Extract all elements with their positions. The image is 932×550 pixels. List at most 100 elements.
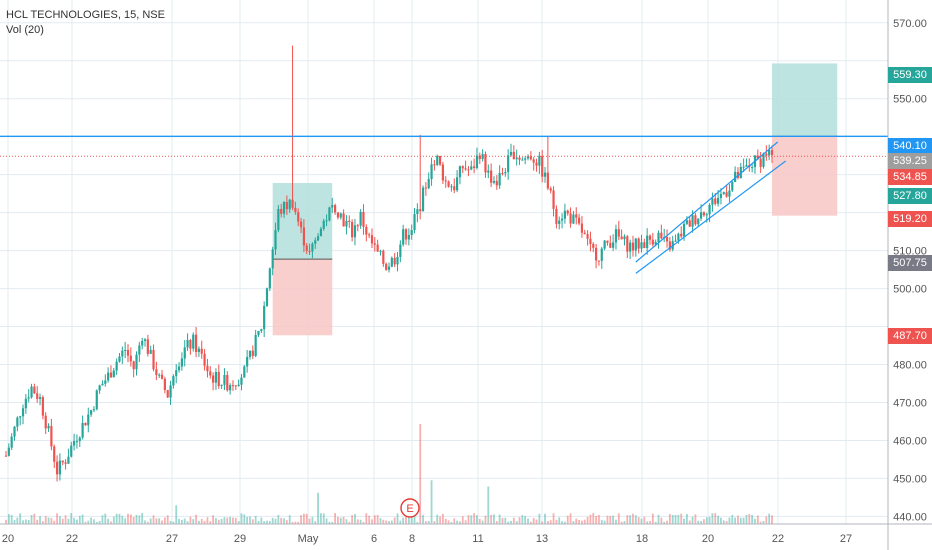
candle-body[interactable] [529, 156, 532, 160]
price-tag[interactable]: 519.20 [888, 211, 932, 227]
candle-body[interactable] [132, 361, 135, 370]
candle-body[interactable] [217, 371, 220, 386]
candle-body[interactable] [200, 348, 203, 354]
candle-body[interactable] [674, 240, 677, 242]
candle-body[interactable] [577, 217, 581, 224]
candle-body[interactable] [617, 229, 620, 237]
candle-body[interactable] [141, 340, 144, 346]
candle-body[interactable] [507, 155, 510, 173]
price-tag[interactable]: 534.85 [888, 169, 932, 185]
candle-body[interactable] [101, 383, 104, 386]
candle-body[interactable] [325, 220, 328, 222]
price-tag[interactable]: 540.10 [888, 138, 932, 154]
candle-body[interactable] [166, 390, 169, 398]
price-tag[interactable]: 539.25 [888, 153, 932, 169]
candle-body[interactable] [359, 211, 362, 226]
candle-body[interactable] [78, 437, 81, 442]
candle-body[interactable] [413, 214, 416, 231]
candle-body[interactable] [305, 245, 308, 251]
candle-body[interactable] [416, 209, 419, 215]
candle-body[interactable] [521, 159, 524, 161]
volume-indicator-label[interactable]: Vol (20) [6, 24, 44, 36]
candle-body[interactable] [64, 462, 67, 464]
symbol-title[interactable]: HCL TECHNOLOGIES, 15, NSE [6, 9, 165, 21]
candle-body[interactable] [316, 236, 320, 241]
candle-body[interactable] [631, 242, 635, 251]
candle-body[interactable] [322, 220, 325, 229]
candle-body[interactable] [438, 155, 442, 165]
candle-body[interactable] [640, 242, 643, 249]
candle-body[interactable] [75, 441, 79, 443]
candle-body[interactable] [240, 377, 243, 385]
candle-body[interactable] [643, 242, 646, 249]
candle-body[interactable] [524, 158, 527, 160]
candle-body[interactable] [194, 334, 198, 352]
candle-body[interactable] [399, 244, 402, 258]
candle-body[interactable] [595, 247, 598, 261]
candle-body[interactable] [280, 208, 283, 214]
candle-body[interactable] [19, 416, 22, 418]
candle-body[interactable] [665, 237, 669, 242]
candle-body[interactable] [302, 227, 305, 246]
candle-body[interactable] [229, 385, 232, 391]
candle-body[interactable] [600, 248, 603, 261]
long-position-1-target-zone[interactable] [272, 183, 333, 260]
candle-body[interactable] [21, 408, 25, 417]
earnings-event-circle[interactable] [400, 498, 420, 518]
candle-body[interactable] [331, 205, 334, 208]
candle-body[interactable] [299, 221, 303, 228]
candle-body[interactable] [467, 169, 470, 171]
candle-body[interactable] [265, 288, 269, 306]
earnings-event-marker[interactable]: E [400, 498, 420, 518]
candle-body[interactable] [84, 422, 87, 426]
candle-body[interactable] [711, 198, 714, 205]
candle-body[interactable] [248, 350, 252, 358]
candle-body[interactable] [135, 354, 138, 370]
candle-body[interactable] [223, 374, 226, 385]
candle-body[interactable] [699, 212, 703, 219]
candle-body[interactable] [274, 230, 277, 250]
candle-body[interactable] [342, 213, 345, 227]
candle-body[interactable] [180, 358, 183, 367]
candle-body[interactable] [580, 223, 584, 233]
candle-body[interactable] [421, 187, 425, 212]
candle-body[interactable] [728, 190, 731, 197]
long-position-2-target-zone[interactable] [772, 63, 838, 137]
candle-body[interactable] [24, 398, 27, 409]
candle-body[interactable] [549, 188, 552, 191]
candle-body[interactable] [129, 355, 132, 362]
candle-body[interactable] [526, 156, 530, 159]
candle-body[interactable] [294, 207, 297, 213]
candle-body[interactable] [716, 197, 720, 204]
candle-body[interactable] [458, 166, 462, 178]
candle-body[interactable] [126, 349, 130, 356]
candle-body[interactable] [351, 222, 354, 238]
candle-body[interactable] [430, 164, 433, 180]
candle-body[interactable] [702, 212, 706, 216]
candle-body[interactable] [160, 374, 164, 379]
candle-body[interactable] [484, 153, 487, 173]
candle-body[interactable] [192, 334, 195, 349]
price-tag[interactable]: 527.80 [888, 188, 932, 204]
candle-body[interactable] [143, 339, 147, 341]
candle-body[interactable] [419, 209, 422, 212]
candle-body[interactable] [487, 170, 490, 173]
candle-body[interactable] [368, 234, 371, 236]
candle-body[interactable] [535, 162, 538, 166]
candle-body[interactable] [246, 357, 249, 367]
candle-body[interactable] [455, 177, 459, 191]
candle-body[interactable] [115, 361, 118, 371]
candle-body[interactable] [365, 226, 368, 235]
candle-body[interactable] [385, 263, 388, 270]
candle-body[interactable] [586, 234, 589, 239]
candle-body[interactable] [532, 159, 535, 163]
candle-body[interactable] [155, 369, 158, 376]
candle-body[interactable] [492, 180, 496, 183]
candle-body[interactable] [768, 150, 771, 156]
candle-body[interactable] [396, 257, 399, 265]
candle-body[interactable] [677, 233, 680, 241]
candle-body[interactable] [177, 366, 181, 371]
candle-body[interactable] [404, 229, 408, 240]
candle-body[interactable] [719, 194, 723, 198]
